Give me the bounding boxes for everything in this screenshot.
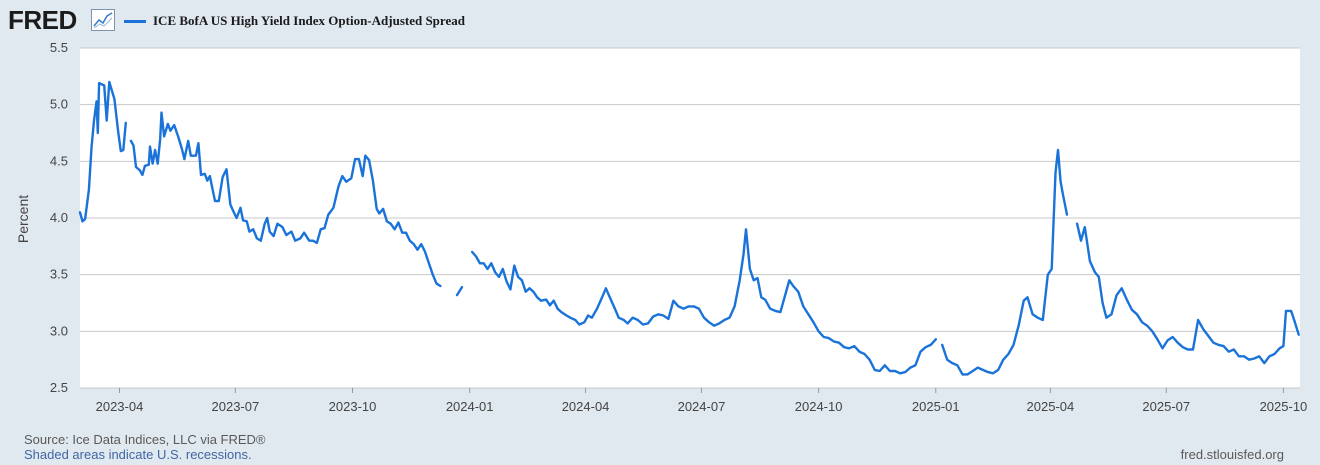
- x-tick-label: 2024-04: [562, 399, 610, 414]
- x-tick-label: 2023-07: [212, 399, 260, 414]
- y-tick-label: 5.5: [50, 40, 68, 55]
- y-tick-label: 3.5: [50, 267, 68, 282]
- fred-url[interactable]: fred.stlouisfed.org: [1180, 447, 1284, 462]
- series-line-segment: [129, 111, 442, 288]
- line-chart-icon: [91, 9, 115, 31]
- series-line-segment: [455, 285, 464, 297]
- y-tick-label: 4.5: [50, 153, 68, 168]
- y-tick-label: 3.0: [50, 323, 68, 338]
- fred-logo[interactable]: FRED: [8, 5, 77, 35]
- x-tick-label: 2025-07: [1142, 399, 1190, 414]
- y-axis-label: Percent: [15, 195, 31, 243]
- y-tick-label: 4.0: [50, 210, 68, 225]
- grid-lines: [80, 47, 1300, 389]
- x-tick-label: 2025-01: [912, 399, 960, 414]
- y-tick-label: 2.5: [50, 380, 68, 395]
- y-tick-label: 5.0: [50, 97, 68, 112]
- series-line-segment: [471, 228, 937, 375]
- legend: ICE BofA US High Yield Index Option-Adju…: [124, 11, 465, 31]
- legend-swatch: [124, 19, 146, 23]
- y-tick-labels: 2.5 3.0 3.5 4.0 4.5 5.0 5.5: [50, 40, 68, 395]
- x-tick-label: 2025-10: [1260, 399, 1308, 414]
- x-tick-label: 2024-01: [446, 399, 494, 414]
- x-tick-label: 2023-10: [329, 399, 377, 414]
- line-chart: 2.53.03.54.04.55.05.5 2023-04 2023-07 2023…: [15, 40, 1308, 414]
- x-tick-label: 2025-04: [1027, 399, 1075, 414]
- x-tick-label: 2024-10: [795, 399, 843, 414]
- series-line-segment: [941, 148, 1069, 376]
- series-line-segment: [78, 80, 128, 223]
- x-tick-labels: 2023-04 2023-07 2023-10 2024-01 2024-04 2024-…: [96, 388, 1308, 414]
- x-tick-label: 2023-04: [96, 399, 144, 414]
- series-line-segment: [1075, 222, 1300, 365]
- legend-label: ICE BofA US High Yield Index Option-Adju…: [153, 13, 465, 28]
- header: FRED ICE BofA US High Yield Index Option…: [0, 0, 1320, 42]
- recession-note[interactable]: Shaded areas indicate U.S. recessions.: [24, 447, 252, 462]
- series-lines: [78, 80, 1300, 376]
- x-tick-label: 2024-07: [678, 399, 726, 414]
- source-note: Source: Ice Data Indices, LLC via FRED®: [24, 432, 266, 447]
